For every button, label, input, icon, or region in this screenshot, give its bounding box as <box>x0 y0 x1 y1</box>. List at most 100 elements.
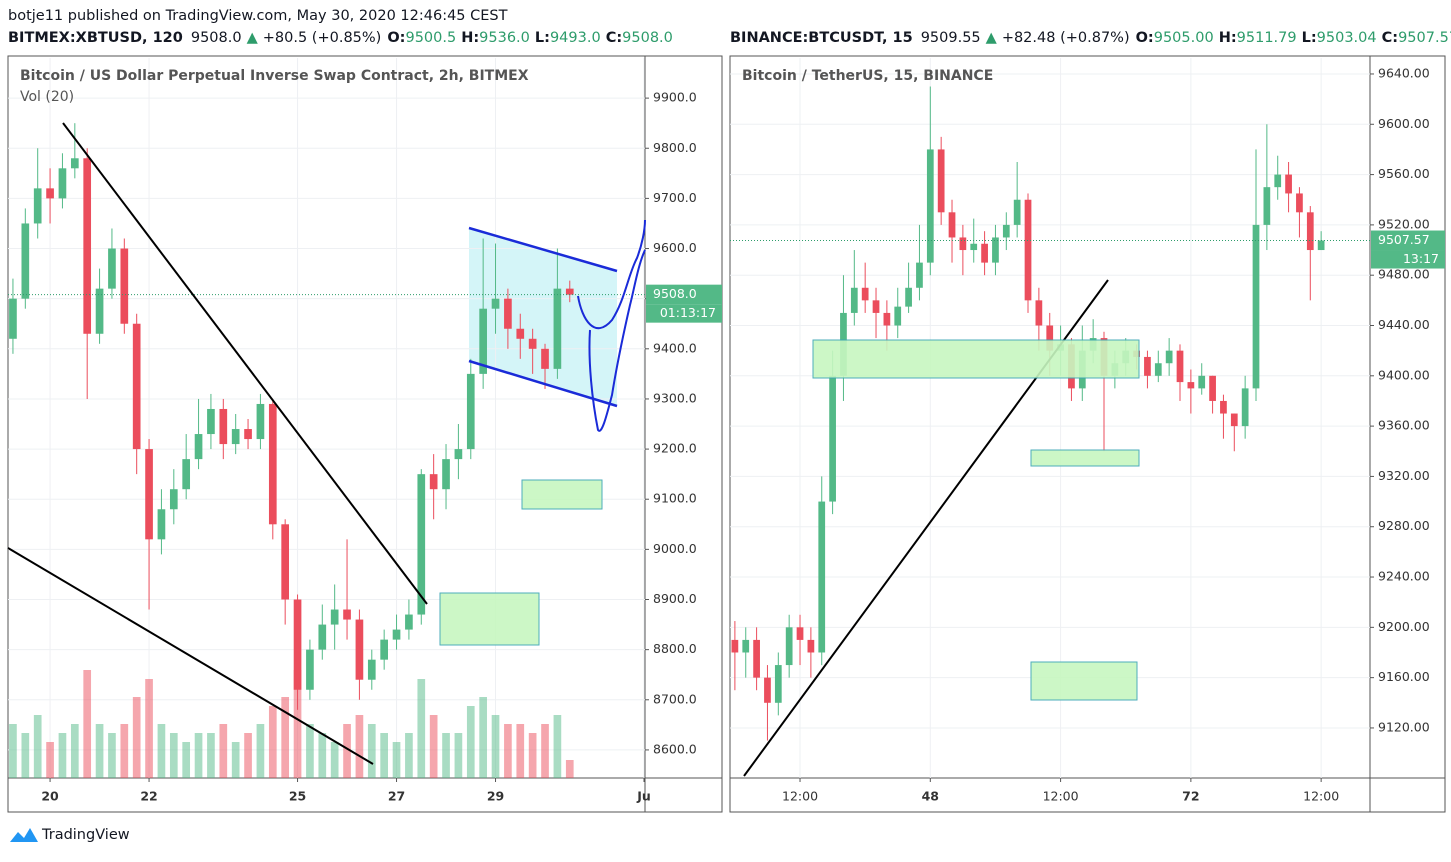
candle-body <box>83 158 92 334</box>
candle-body <box>504 298 512 329</box>
candle-body <box>306 649 314 690</box>
y-tick-label: 9240.00 <box>1378 569 1430 584</box>
y-tick-label: 9000.0 <box>653 541 697 556</box>
candle-body <box>219 408 228 445</box>
volume-bar <box>504 724 512 778</box>
y-tick-label: 9400.0 <box>653 340 697 355</box>
volume-bar <box>268 706 277 778</box>
volume-bar <box>343 724 351 778</box>
volume-bar <box>516 724 525 778</box>
quote-key: O: <box>387 30 405 46</box>
candle-body <box>392 629 401 640</box>
candle-body <box>182 459 191 490</box>
logo-icon <box>10 828 38 842</box>
quote-line: BITMEX:XBTUSD, 120 9508.0 ▲ +80.5 (+0.85%) O… <box>8 30 673 46</box>
quote-key: H: <box>1219 30 1237 46</box>
countdown-box <box>1371 250 1445 269</box>
candle-body <box>132 323 141 450</box>
volume-bar <box>392 742 401 778</box>
symbol: BITMEX:XBTUSD, 120 <box>8 30 183 46</box>
volume-bar <box>145 679 153 778</box>
y-tick-label: 9400.00 <box>1378 367 1430 382</box>
candle-body <box>516 328 525 339</box>
volume-bar <box>491 715 500 778</box>
candle-body <box>207 408 215 435</box>
indicator-label: Vol (20) <box>20 89 74 105</box>
x-tick-label: 12:00 <box>1303 789 1339 804</box>
y-tick-label: 9520.00 <box>1378 216 1430 231</box>
candle-body <box>58 168 67 199</box>
x-tick-label: 12:00 <box>782 789 818 804</box>
candle-body <box>231 429 240 445</box>
x-tick-label: 27 <box>388 789 405 804</box>
candle-body <box>70 158 79 169</box>
quote-value: 9511.79 <box>1237 30 1297 46</box>
candle-body <box>1176 350 1184 383</box>
candle-body <box>330 609 339 625</box>
volume-bar <box>429 715 438 778</box>
quote-value: 9536.0 <box>479 30 530 46</box>
candle-body <box>1317 240 1325 251</box>
candle-body <box>256 403 265 440</box>
candle-body <box>355 619 364 680</box>
volume-bar <box>83 670 92 778</box>
volume-bar <box>132 697 141 778</box>
zone-box <box>521 479 603 510</box>
x-tick-label: 20 <box>41 789 59 804</box>
candle-body <box>454 449 463 460</box>
volume-bar <box>553 715 562 778</box>
volume-bar <box>442 733 450 778</box>
y-tick-label: 9640.00 <box>1378 65 1430 80</box>
volume-bar <box>9 724 17 778</box>
candle-body <box>1198 375 1206 389</box>
up-arrow: ▲ <box>986 30 998 46</box>
candle-body <box>850 287 858 313</box>
volume-bar <box>207 733 215 778</box>
quote-value: 9493.0 <box>550 30 601 46</box>
quote-value: 9508.0 <box>622 30 673 46</box>
candle-body <box>1220 400 1227 414</box>
candle-body <box>343 609 351 620</box>
candle-body <box>807 639 815 653</box>
channel-line <box>468 226 618 273</box>
volume-bar <box>157 724 166 778</box>
volume-bar <box>33 715 42 778</box>
quote-key: C: <box>606 30 622 46</box>
candle-body <box>405 614 413 630</box>
candle-body <box>46 188 54 199</box>
candle-body <box>937 149 945 213</box>
candle-body <box>1209 375 1216 401</box>
zone-box <box>1030 661 1138 701</box>
change: +80.5 (+0.85%) <box>263 30 382 46</box>
candle-body <box>872 300 880 313</box>
candle-body <box>120 248 129 324</box>
last: 9509.55 <box>921 30 981 46</box>
y-tick-label: 9600.0 <box>653 240 697 255</box>
volume-bar <box>95 724 104 778</box>
volume-bar <box>58 733 67 778</box>
volume-bar <box>244 733 252 778</box>
candle-body <box>1046 325 1054 351</box>
volume-bar <box>528 733 537 778</box>
candle-body <box>429 474 438 490</box>
candle-body <box>1035 300 1043 326</box>
y-tick-label: 9300.0 <box>653 390 697 405</box>
y-tick-label: 9900.0 <box>653 90 697 105</box>
quote-line: BINANCE:BTCUSDT, 15 9509.55 ▲ +82.48 (+0.87… <box>730 30 1451 46</box>
candle-body <box>1165 350 1173 364</box>
candle-body <box>905 287 912 307</box>
candle-body <box>293 599 302 690</box>
trend-line <box>62 122 428 605</box>
candle-body <box>829 375 836 502</box>
volume-bar <box>466 706 475 778</box>
candle-body <box>95 288 104 334</box>
candle-body <box>1230 413 1238 427</box>
y-tick-label: 9700.0 <box>653 190 697 205</box>
candle-body <box>479 308 487 374</box>
volume-bar <box>182 742 191 778</box>
candle-body <box>926 149 934 263</box>
up-arrow: ▲ <box>247 30 259 46</box>
candle-body <box>861 287 869 301</box>
y-tick-label: 8700.0 <box>653 691 697 706</box>
